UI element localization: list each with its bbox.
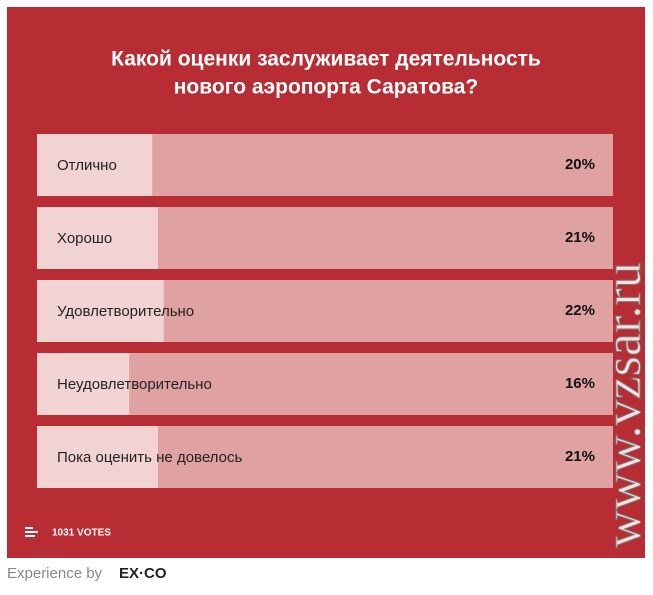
value-label: 20%: [565, 156, 595, 173]
option-label: Пока оценить не довелось: [57, 449, 242, 466]
value-label: 22%: [565, 302, 595, 319]
poll-title: Какой оценки заслуживает деятельность: [111, 48, 541, 71]
poll-title: нового аэропорта Саратова?: [174, 76, 478, 99]
footer-brand: EX·CO: [119, 565, 167, 582]
option-label: Отлично: [57, 157, 117, 174]
bar: [37, 134, 153, 196]
footer-text: Experience by: [7, 565, 103, 582]
bar: [37, 280, 164, 342]
watermark: www.vzsar.ru: [595, 262, 652, 547]
value-label: 21%: [565, 229, 595, 246]
votes-count: 1031 VOTES: [52, 528, 111, 539]
option-label: Удовлетворительно: [57, 303, 194, 320]
bar-track: [37, 353, 613, 415]
option-label: Хорошо: [57, 230, 112, 247]
value-label: 16%: [565, 375, 595, 392]
bar: [37, 426, 158, 488]
value-label: 21%: [565, 448, 595, 465]
bar: [37, 207, 158, 269]
option-label: Неудовлетворительно: [57, 376, 212, 393]
votes-icon: [25, 527, 38, 537]
bar: [37, 353, 130, 415]
